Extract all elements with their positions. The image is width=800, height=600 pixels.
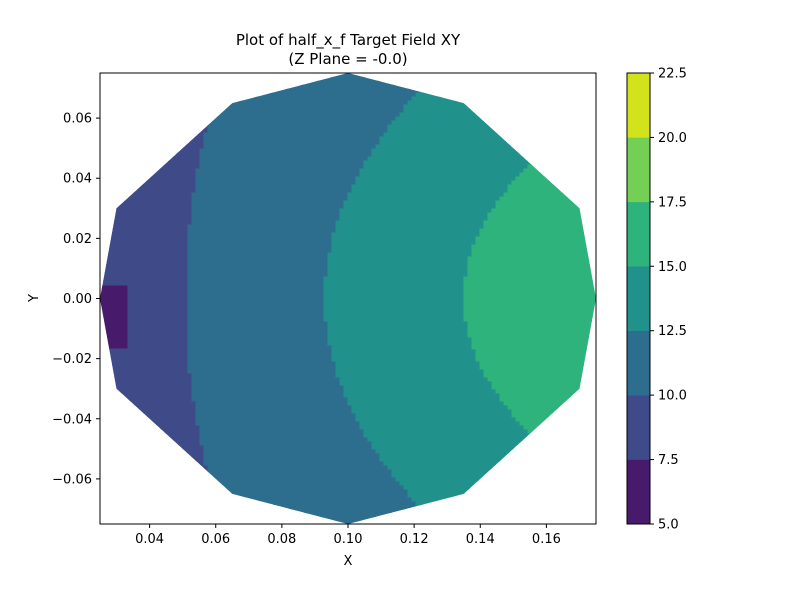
x-tick-label: 0.16 — [532, 532, 561, 547]
colorbar-segment — [626, 330, 651, 396]
y-tick-label: 0.06 — [63, 112, 92, 127]
y-tick-label: −0.02 — [52, 352, 92, 367]
y-tick-label: −0.06 — [52, 472, 92, 487]
contour-band-0 — [100, 284, 129, 350]
colorbar-tick-label: 5.0 — [658, 518, 679, 533]
x-tick-label: 0.06 — [201, 532, 230, 547]
colorbar-segment — [626, 459, 651, 525]
colorbar-tick-label: 10.0 — [658, 389, 687, 404]
colorbar-tick-label: 15.0 — [658, 260, 687, 275]
y-axis-label: Y — [27, 294, 42, 303]
colorbar-segment — [626, 394, 651, 460]
colorbar-tick-label: 7.5 — [658, 453, 679, 468]
y-tick-label: −0.04 — [52, 412, 92, 427]
x-tick-label: 0.12 — [400, 532, 429, 547]
x-tick-label: 0.04 — [135, 532, 164, 547]
y-axis: 0.06 0.04 0.02 0.00 −0.02 −0.04 −0.06 — [52, 112, 100, 487]
y-tick-label: 0.02 — [63, 232, 92, 247]
x-tick-label: 0.10 — [334, 532, 363, 547]
x-tick-label: 0.14 — [466, 532, 495, 547]
colorbar — [626, 72, 651, 525]
chart-title-line1: Plot of half_x_f Target Field XY — [236, 31, 461, 50]
colorbar-segment — [626, 72, 651, 138]
colorbar-tick-label: 12.5 — [658, 324, 687, 339]
colorbar-frame — [626, 72, 651, 525]
chart-title-line2: (Z Plane = -0.0) — [288, 50, 407, 68]
colorbar-segment — [626, 137, 651, 203]
colorbar-axis: 5.0 7.5 10.0 12.5 15.0 17.5 20.0 22.5 — [650, 67, 687, 533]
colorbar-segment — [626, 201, 651, 267]
contour-band-4 — [463, 108, 596, 490]
colorbar-segment — [626, 266, 651, 331]
y-tick-label: 0.00 — [63, 292, 92, 307]
x-axis: 0.04 0.06 0.08 0.10 0.12 0.14 0.16 — [135, 524, 561, 547]
colorbar-tick-label: 20.0 — [658, 131, 687, 146]
colorbar-tick-label: 22.5 — [658, 67, 687, 82]
plot-area — [99, 72, 597, 525]
contour-field — [100, 73, 596, 524]
colorbar-tick-label: 17.5 — [658, 195, 687, 210]
y-tick-label: 0.04 — [63, 172, 92, 187]
x-tick-label: 0.08 — [267, 532, 296, 547]
x-axis-label: X — [344, 554, 353, 569]
